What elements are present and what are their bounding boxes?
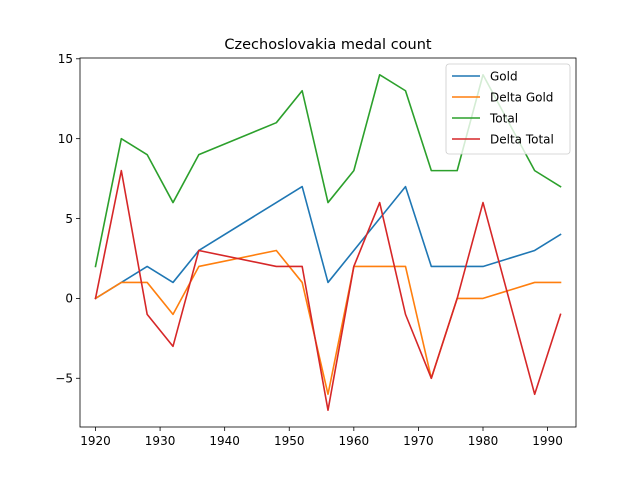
x-tick-label: 1980	[468, 434, 499, 448]
legend-label-3: Delta Total	[490, 132, 554, 146]
series-layer	[94, 73, 562, 412]
series-line-3	[94, 169, 562, 412]
y-tick-label: 10	[58, 132, 73, 146]
x-tick-label: 1990	[532, 434, 563, 448]
chart-title: Czechoslovakia medal count	[224, 37, 432, 53]
x-tick-label: 1950	[274, 434, 305, 448]
y-axis: −5 0 5 10 15	[55, 52, 80, 386]
legend-label-0: Gold	[490, 69, 518, 83]
plot-frame	[79, 57, 577, 428]
x-tick-label: 1970	[403, 434, 434, 448]
x-tick-label: 1920	[80, 434, 111, 448]
y-tick-label: 0	[65, 292, 73, 306]
legend-box	[445, 63, 571, 155]
x-tick-label: 1930	[145, 434, 176, 448]
x-axis: 1920 1930 1940 1950 1960 1970 1980 1990	[80, 427, 563, 448]
y-tick-label: −5	[55, 372, 73, 386]
x-tick-label: 1940	[209, 434, 240, 448]
series-line-0	[94, 185, 562, 300]
series-line-1	[94, 249, 562, 396]
y-tick-label: 5	[65, 212, 73, 226]
legend-label-2: Total	[489, 111, 518, 125]
legend-label-1: Delta Gold	[490, 90, 553, 104]
x-tick-label: 1960	[339, 434, 370, 448]
y-tick-label: 15	[58, 52, 73, 66]
legend: Gold Delta Gold Total Delta Total	[445, 63, 571, 155]
